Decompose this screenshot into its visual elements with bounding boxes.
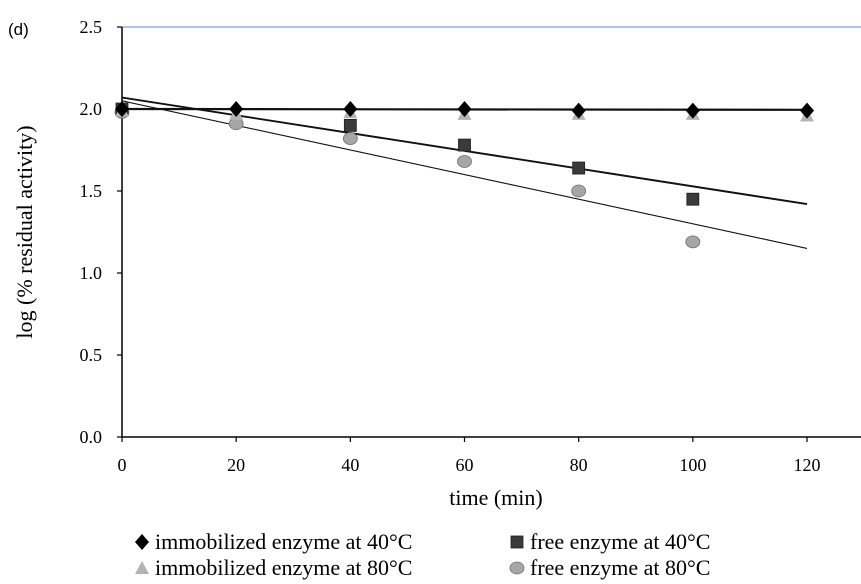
point-square (458, 138, 471, 152)
x-tick-label: 0 (118, 455, 127, 475)
point-circle (342, 132, 358, 145)
legend-label: free enzyme at 40°C (530, 529, 710, 554)
legend-marker-circle (509, 561, 525, 575)
y-tick-label: 1.0 (80, 263, 103, 283)
y-tick-label: 1.5 (80, 181, 103, 201)
point-square (686, 192, 700, 206)
x-tick-label: 120 (794, 455, 821, 475)
x-tick-label: 60 (456, 455, 474, 475)
x-tick-label: 100 (679, 455, 706, 475)
legend-marker-triangle (135, 561, 149, 574)
legend-marker-diamond (135, 534, 149, 550)
legend-label: immobilized enzyme at 40°C (155, 529, 412, 554)
y-tick-label: 2.5 (80, 17, 103, 37)
y-tick-label: 0.5 (80, 345, 103, 365)
trend-lines (121, 96, 808, 249)
point-diamond (457, 101, 472, 117)
panel-label: (d) (8, 20, 29, 39)
x-tick-label: 80 (570, 455, 588, 475)
x-tick-label: 20 (227, 455, 245, 475)
series-immobilized-enzyme-at-40-c (115, 101, 814, 119)
point-diamond (571, 102, 586, 119)
point-diamond (343, 101, 358, 117)
data-points (114, 101, 814, 249)
legend: immobilized enzyme at 40°C free enzyme at… (135, 529, 710, 580)
y-axis-ticks: 0.0 0.5 1.0 1.5 2.0 2.5 (80, 17, 122, 447)
point-square (572, 161, 586, 175)
point-circle (571, 184, 587, 198)
trend-line-free-enzyme-at-80-c (121, 100, 808, 249)
x-tick-label: 40 (341, 455, 359, 475)
legend-item-free-enzyme-at-80-c: free enzyme at 80°C (509, 555, 710, 580)
y-tick-label: 2.0 (80, 99, 103, 119)
point-diamond (800, 102, 814, 119)
x-axis-ticks: 0 20 40 60 80 100 120 (118, 437, 821, 475)
point-diamond (115, 101, 129, 117)
legend-item-immobilized-enzyme-at-40-c: immobilized enzyme at 40°C (135, 529, 412, 554)
point-diamond (229, 101, 244, 117)
y-tick-label: 0.0 (80, 427, 103, 447)
series-free-enzyme-at-80-c (114, 105, 701, 249)
point-square (343, 119, 357, 132)
legend-marker-square (510, 535, 524, 549)
point-circle (457, 155, 472, 168)
legend-item-immobilized-enzyme-at-80-c: immobilized enzyme at 80°C (135, 555, 412, 580)
x-axis-label: time (min) (449, 485, 542, 510)
y-axis-label: log (% residual activity) (12, 125, 37, 338)
point-diamond (685, 102, 700, 119)
point-circle (685, 235, 701, 249)
legend-item-free-enzyme-at-40-c: free enzyme at 40°C (510, 529, 710, 554)
legend-label: immobilized enzyme at 80°C (155, 555, 412, 580)
legend-label: free enzyme at 80°C (530, 555, 710, 580)
